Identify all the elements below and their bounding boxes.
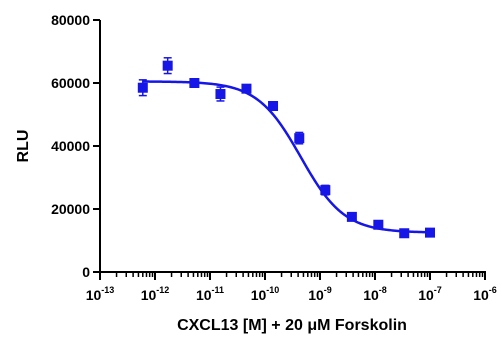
data-point [320, 185, 331, 196]
data-point [215, 89, 226, 100]
data-point [294, 133, 305, 144]
y-tick-label: 40000 [51, 138, 90, 154]
data-point [346, 211, 357, 222]
y-tick-label: 0 [82, 264, 90, 280]
data-point [241, 83, 252, 94]
data-point [137, 82, 148, 93]
data-point [189, 78, 200, 88]
data-point [399, 228, 410, 239]
data-point [425, 227, 435, 238]
y-tick-label: 80000 [51, 12, 90, 28]
fit-curve [142, 80, 431, 234]
data-point [162, 60, 173, 71]
x-tick-label: 10-11 [196, 285, 224, 303]
x-tick-label: 10-7 [418, 285, 442, 303]
y-axis-title: RLU [15, 130, 32, 163]
data-point [373, 219, 384, 230]
x-tick-label: 10-12 [141, 285, 170, 303]
y-tick-label: 60000 [51, 75, 90, 91]
x-tick-label: 10-9 [308, 285, 332, 303]
y-tick-label: 20000 [51, 201, 90, 217]
plot-area [137, 57, 435, 239]
x-tick-label: 10-13 [86, 285, 115, 303]
data-point [268, 100, 279, 111]
x-tick-label: 10-10 [251, 285, 280, 303]
axes: 0 20000 40000 60000 80000 10-13 10-12 10-11 10-1… [51, 12, 497, 303]
x-tick-label: 10-6 [473, 285, 497, 303]
x-axis-title: CXCL13 [M] + 20 μM Forskolin [177, 317, 407, 334]
x-tick-label: 10-8 [363, 285, 387, 303]
